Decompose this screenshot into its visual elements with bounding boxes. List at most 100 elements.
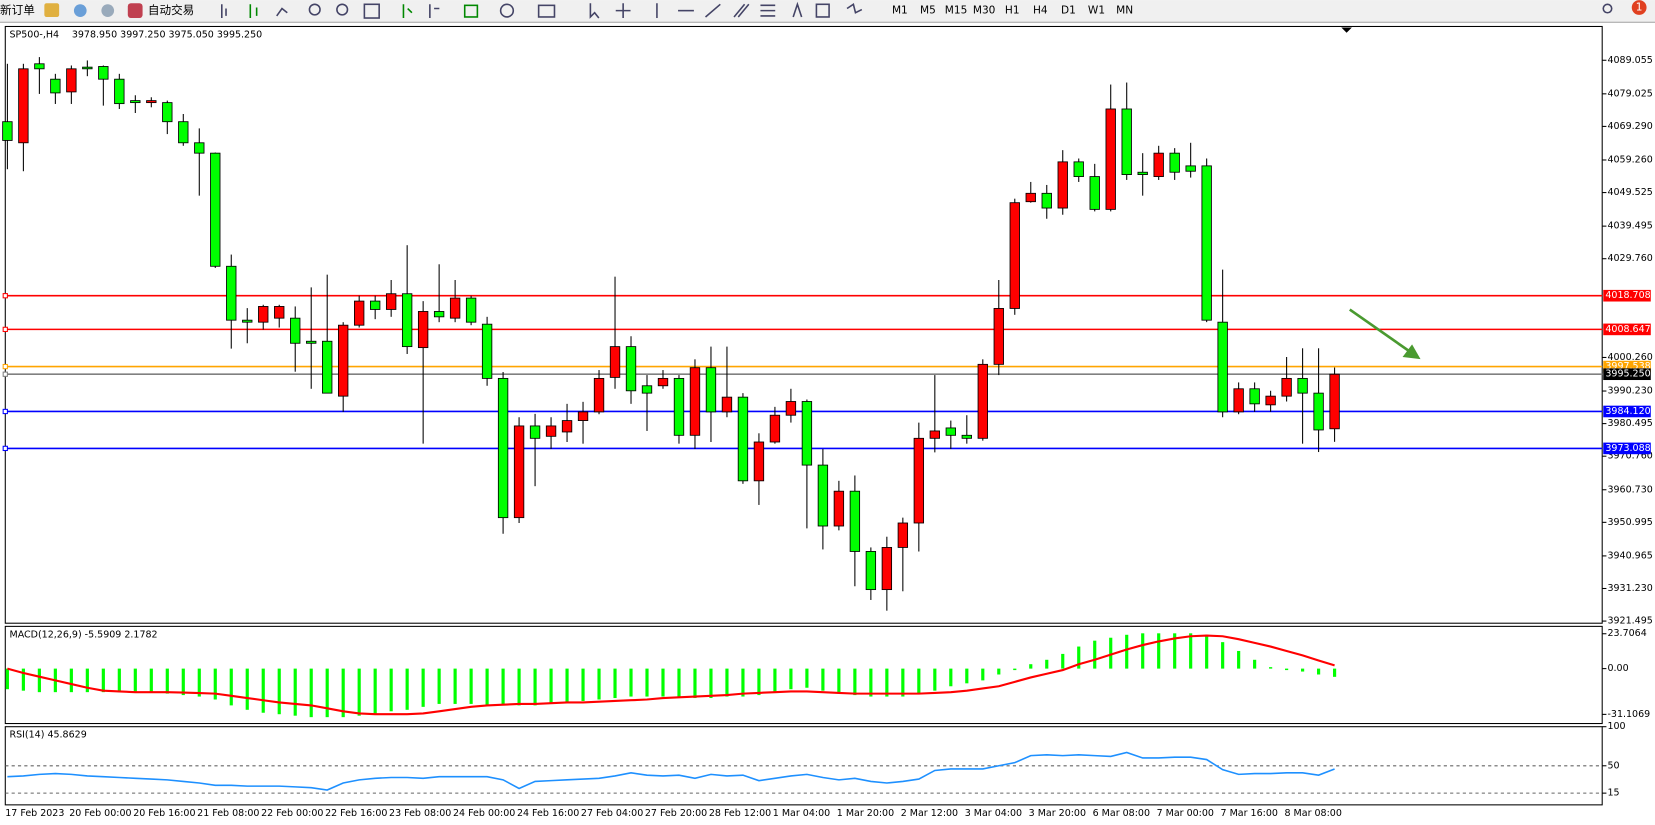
timeframe-button[interactable]: H1 xyxy=(1005,5,1020,17)
y-tick-label: 23.7064 xyxy=(1607,628,1646,639)
macd-bar xyxy=(837,668,841,694)
price-tag xyxy=(1603,405,1651,418)
macd-bar xyxy=(965,668,969,684)
candle-body xyxy=(545,425,557,437)
candle-body xyxy=(1041,192,1052,209)
candle-body xyxy=(561,420,573,433)
autoscroll-icon[interactable] xyxy=(402,4,413,19)
candle-body xyxy=(1121,108,1132,175)
macd-bar xyxy=(165,668,169,694)
macd-bar xyxy=(901,668,905,697)
templates-icon[interactable] xyxy=(537,4,556,18)
timeframe-button[interactable]: MN xyxy=(1116,5,1133,17)
macd-bar xyxy=(981,668,985,681)
candle-body xyxy=(1233,388,1244,413)
macd-bar xyxy=(325,668,329,718)
candle-body xyxy=(98,66,109,80)
candle-body xyxy=(369,300,381,310)
macd-bar xyxy=(997,668,1001,675)
price-tag xyxy=(1603,360,1651,373)
zoom-in-icon[interactable] xyxy=(308,3,321,16)
history-icon[interactable] xyxy=(73,4,87,17)
candle-body xyxy=(897,522,909,548)
macd-bar xyxy=(357,668,361,716)
crosshair-icon[interactable] xyxy=(615,3,631,19)
price-tag-label: 4018.708 xyxy=(1605,290,1650,301)
macd-bar xyxy=(789,668,793,690)
channel-icon[interactable] xyxy=(733,3,750,18)
candle-body xyxy=(146,100,157,104)
candle-body xyxy=(945,427,956,436)
macd-bar xyxy=(1332,668,1337,677)
tile-icon[interactable] xyxy=(363,3,380,19)
timeframe-button[interactable]: W1 xyxy=(1088,5,1105,17)
x-tick-label: 23 Feb 08:00 xyxy=(389,808,451,819)
macd-bar xyxy=(613,668,617,699)
price-tag xyxy=(1603,289,1651,302)
price-tag xyxy=(1603,323,1651,336)
search-icon[interactable] xyxy=(1602,3,1613,14)
macd-bar xyxy=(5,668,9,690)
zoom-out-icon[interactable] xyxy=(336,3,349,16)
candle-body xyxy=(401,293,413,348)
candle-body xyxy=(753,441,765,482)
y-tick-label: -31.1069 xyxy=(1607,709,1650,720)
macd-bar xyxy=(1237,650,1241,669)
auto-trading-icon[interactable] xyxy=(127,3,143,19)
macd-bar xyxy=(1093,640,1097,669)
macd-bar xyxy=(757,668,761,696)
y-tick-label: 3940.965 xyxy=(1607,550,1652,561)
macd-bar xyxy=(709,668,713,699)
candle-body xyxy=(865,551,877,591)
notification-badge[interactable] xyxy=(1631,0,1647,15)
metaeditor-icon[interactable] xyxy=(44,3,60,17)
timeframe-button[interactable]: D1 xyxy=(1061,5,1076,17)
macd-bar xyxy=(69,668,73,693)
cursor-icon[interactable] xyxy=(589,3,600,19)
macd-bar xyxy=(1189,633,1193,669)
arrows-icon[interactable] xyxy=(846,3,863,14)
macd-bar xyxy=(725,668,729,697)
y-tick-label: 50 xyxy=(1607,760,1619,771)
shift-icon[interactable] xyxy=(429,4,440,19)
candle-body xyxy=(737,396,749,482)
timeframe-button[interactable]: M15 xyxy=(945,5,968,17)
fibonacci-icon[interactable] xyxy=(760,4,776,17)
indicators-icon[interactable] xyxy=(463,4,479,18)
candle-body xyxy=(1153,152,1164,178)
notification-count: 1 xyxy=(1636,1,1643,13)
price-tag-label: 3984.120 xyxy=(1605,406,1650,417)
label-icon[interactable] xyxy=(815,3,830,18)
y-tick-label: 3980.495 xyxy=(1607,418,1652,429)
candle-body xyxy=(577,411,589,422)
annotation-arrowhead xyxy=(1402,344,1421,360)
candle-chart-icon[interactable] xyxy=(249,4,258,19)
line-chart-icon[interactable] xyxy=(276,7,288,17)
timeframe-button[interactable]: H4 xyxy=(1033,5,1048,17)
macd-bar xyxy=(645,668,649,697)
candle-body xyxy=(481,323,493,379)
y-tick-label: 3970.760 xyxy=(1607,451,1652,462)
candle-body xyxy=(50,78,61,94)
x-tick-label: 24 Feb 00:00 xyxy=(453,808,515,819)
x-tick-label: 21 Feb 08:00 xyxy=(197,808,259,819)
annotation-arrow xyxy=(1349,308,1414,355)
timeframe-button[interactable]: M30 xyxy=(973,5,996,17)
periods-icon[interactable] xyxy=(499,3,515,18)
trendline-icon[interactable] xyxy=(704,3,721,18)
candle-body xyxy=(162,102,173,123)
macd-bar xyxy=(341,668,345,718)
timeframe-button[interactable]: M1 xyxy=(892,5,908,17)
candle-body xyxy=(465,297,477,323)
text-icon[interactable] xyxy=(792,1,803,18)
timeframe-button[interactable]: M5 xyxy=(920,5,936,17)
macd-bar xyxy=(101,668,105,693)
bar-chart-icon[interactable] xyxy=(221,4,227,19)
auto-trading-button[interactable]: 自动交易 xyxy=(148,3,194,17)
new-order-button[interactable]: 新订单 xyxy=(0,3,35,17)
y-tick-label: 4039.495 xyxy=(1607,221,1652,232)
macd-bar xyxy=(1061,653,1065,669)
price-tag-label: 4008.647 xyxy=(1605,324,1650,335)
signals-icon[interactable] xyxy=(101,4,115,17)
macd-bar xyxy=(629,668,633,697)
